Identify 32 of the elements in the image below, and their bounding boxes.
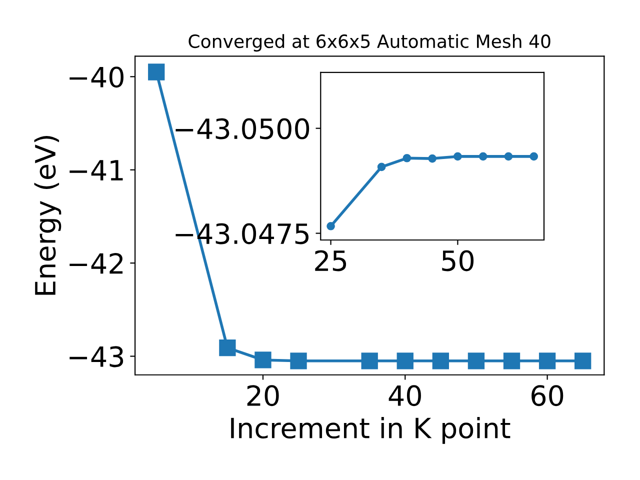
point [454, 152, 462, 161]
y-tick-label: −42 [70, 252, 123, 274]
y-tick-label: −43 [70, 346, 124, 368]
y-tick-label: −43.0500 [176, 118, 310, 140]
chart-title: Converged at 6x6x5 Automatic Mesh 40 [188, 34, 550, 52]
x-tick-label: 50 [442, 250, 474, 272]
point [478, 152, 488, 161]
point [538, 352, 556, 370]
point [326, 222, 335, 230]
point [402, 154, 412, 162]
point [148, 64, 165, 80]
point [396, 352, 414, 370]
point [530, 152, 538, 161]
x-axis-title: Increment in K point [231, 417, 510, 444]
y-tick-label: −40 [70, 66, 124, 88]
y-axis-title: Energy (eV) [34, 136, 62, 295]
point [504, 152, 513, 161]
point [254, 352, 272, 368]
x-tick-label: 20 [247, 385, 279, 406]
x-tick-label: 25 [315, 250, 346, 272]
y-tick-label: −41 [70, 160, 123, 180]
x-tick-label: 40 [388, 385, 421, 406]
x-tick-label: 60 [532, 385, 564, 406]
point [377, 162, 386, 172]
point [428, 154, 436, 163]
point [432, 352, 450, 370]
point [219, 340, 236, 356]
point [290, 352, 307, 370]
point [503, 352, 520, 370]
point [468, 352, 485, 370]
point [574, 352, 592, 370]
point [361, 352, 378, 370]
